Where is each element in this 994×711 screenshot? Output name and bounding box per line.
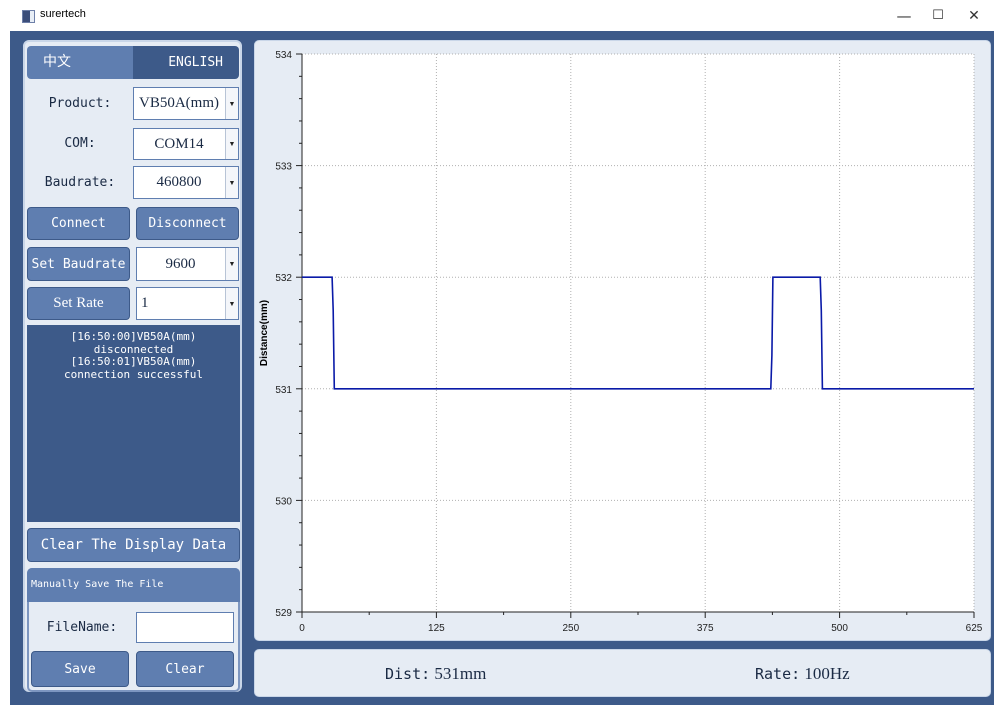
rate-readout: Rate: 100Hz [755,664,850,684]
set-baudrate-select-value: 9600 [165,255,196,272]
set-rate-select-value: 1 [141,295,149,311]
product-select[interactable]: VB50A(mm) ▼ [133,87,239,120]
dist-label: Dist: [385,665,431,683]
x-tick-label: 375 [697,623,714,634]
y-tick-label: 531 [275,385,292,396]
product-select-value: VB50A(mm) [139,95,219,111]
window-title: surertech [40,8,86,20]
chevron-down-icon[interactable]: ▼ [225,88,238,119]
baudrate-label: Baudrate: [44,175,116,190]
x-tick-label: 0 [299,623,305,634]
chevron-down-icon[interactable]: ▼ [225,167,238,198]
distance-series-line [302,276,974,390]
title-bar: surertech — ☐ ✕ [0,0,994,31]
connect-button[interactable]: Connect [27,207,130,240]
log-line: disconnected [93,342,174,356]
x-tick-label: 500 [831,623,848,634]
baudrate-select-value: 460800 [156,174,202,190]
rate-value: 100Hz [804,664,850,683]
product-label: Product: [48,96,112,111]
set-baudrate-select[interactable]: 9600 ▼ [136,247,239,281]
x-tick-label: 250 [562,623,579,634]
com-label: COM: [64,136,96,151]
save-button[interactable]: Save [31,651,129,687]
maximize-icon[interactable]: ☐ [932,8,944,23]
lang-chinese-button[interactable]: 中文 [27,46,133,79]
dist-readout: Dist: 531mm [385,664,486,684]
rate-label: Rate: [755,665,801,683]
set-rate-select[interactable]: 1 ▼ [136,287,239,320]
log-line: connection successful [63,367,204,381]
y-tick-label: 533 [275,162,292,173]
baudrate-select[interactable]: 460800 ▼ [133,166,239,199]
y-tick-label: 530 [275,496,292,507]
save-file-header: Manually Save The File [27,568,240,602]
log-line: [16:50:01]VB50A(mm) [70,355,197,368]
com-select[interactable]: COM14 ▼ [133,128,239,160]
y-tick-label: 529 [275,608,292,619]
dist-value: 531mm [434,664,487,683]
clear-button[interactable]: Clear [136,651,234,687]
status-panel [254,649,991,697]
chevron-down-icon[interactable]: ▼ [225,248,238,280]
filename-input[interactable] [136,612,234,643]
app-icon [22,10,35,23]
chevron-down-icon[interactable]: ▼ [225,288,238,319]
lang-english-button[interactable]: ENGLISH [133,46,239,79]
log-panel: [16:50:00]VB50A(mm) disconnected [16:50:… [27,325,240,522]
chevron-down-icon[interactable]: ▼ [225,129,238,159]
clear-display-button[interactable]: Clear The Display Data [27,528,240,562]
x-tick-label: 625 [966,623,983,634]
log-line: [16:50:00]VB50A(mm) [70,330,197,343]
y-tick-label: 534 [275,50,292,61]
y-tick-label: 532 [275,273,292,284]
minimize-icon[interactable]: — [896,7,912,25]
disconnect-button[interactable]: Disconnect [136,207,239,240]
close-icon[interactable]: ✕ [968,8,980,24]
distance-chart: 529 530 531 532 533 534 0 125 250 375 500 625 Distan… [259,50,983,634]
x-tick-label: 125 [428,623,445,634]
bottom-strip [0,705,994,711]
com-select-value: COM14 [154,135,204,152]
set-baudrate-button[interactable]: Set Baudrate [27,247,130,281]
filename-label: FileName: [46,620,118,635]
set-rate-button[interactable]: Set Rate [27,287,130,320]
y-axis-label: Distance(mm) [259,300,270,366]
plot-area [302,54,974,612]
